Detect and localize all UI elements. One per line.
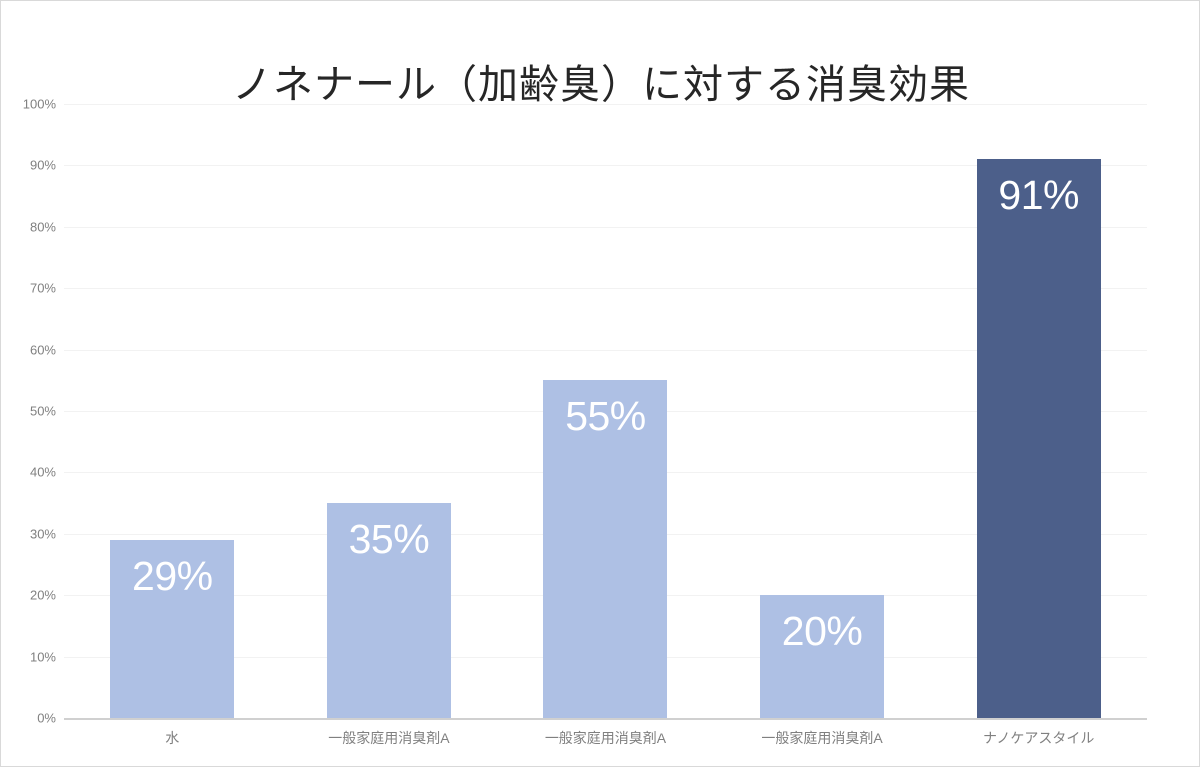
bar-slot: 35% (281, 104, 497, 718)
plot-area: 29% 35% 55% 20% 91% (64, 104, 1147, 720)
y-axis-tick-label: 30% (29, 526, 56, 542)
y-axis-tick-label: 20% (29, 587, 56, 603)
x-axis-category-label: 一般家庭用消臭剤A (761, 730, 883, 746)
y-axis-tick-label: 40% (29, 464, 56, 480)
bar[interactable]: 29% (110, 539, 235, 718)
bar-slot: 91% (931, 104, 1147, 718)
gridline (64, 165, 1147, 167)
gridline (64, 349, 1147, 351)
y-axis-tick-label: 60% (29, 342, 56, 358)
y-axis-tick-label: 70% (29, 280, 56, 296)
bar-slot: 29% (64, 104, 280, 718)
y-axis-tick-label: 90% (29, 157, 56, 173)
y-axis-tick-label: 10% (29, 649, 56, 665)
x-axis-category-label: 一般家庭用消臭剤A (544, 730, 667, 746)
x-axis-category-label: ナノケアスタイル (983, 730, 1095, 746)
bar[interactable]: 91% (976, 159, 1101, 718)
bar-slot: 20% (714, 104, 930, 718)
y-axis-tick-labels: 0% 10% 20% 30% 40% 50% 60% 70% 80% 90% 100% (1, 97, 56, 726)
gridline (64, 226, 1147, 228)
bar-value-label: 20% (781, 608, 863, 655)
x-axis-category-labels: 水 一般家庭用消臭剤A 一般家庭用消臭剤A 一般家庭用消臭剤A ナノケアスタイル (64, 728, 1147, 748)
bar-value-label: 29% (132, 552, 213, 599)
x-axis-category-label: 一般家庭用消臭剤A (328, 730, 450, 746)
gridline (64, 288, 1147, 290)
x-axis-category-label: 水 (165, 730, 180, 746)
y-axis-tick-label: 50% (29, 403, 56, 419)
bar-value-label: 55% (565, 393, 646, 440)
y-axis-tick-label: 100% (22, 96, 56, 112)
y-axis-tick-label: 80% (29, 219, 56, 235)
gridline (64, 104, 1147, 105)
bar-series: 29% 35% 55% 20% 91% (64, 104, 1147, 718)
bar[interactable]: 20% (760, 595, 885, 718)
bar-slot: 55% (497, 104, 713, 718)
axis-line-x (64, 718, 1147, 720)
bar-value-label: 35% (348, 516, 430, 563)
bar-value-label: 91% (998, 172, 1079, 219)
chart-title: ノネナール（加齢臭）に対する消臭効果 (232, 63, 970, 107)
bar[interactable]: 35% (326, 503, 451, 718)
y-axis-tick-label: 0% (37, 710, 56, 726)
bar[interactable]: 55% (543, 380, 668, 718)
